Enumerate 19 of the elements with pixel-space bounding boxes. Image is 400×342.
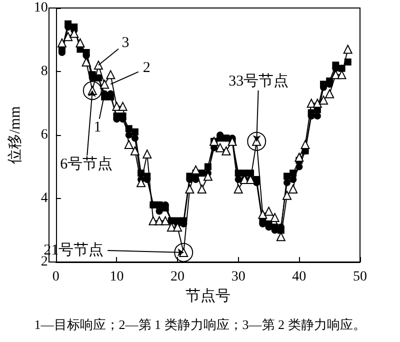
annotation: 6号节点 [60, 156, 113, 173]
y-tick-label: 4 [40, 191, 48, 206]
x-axis-title: 节点号 [185, 287, 230, 304]
x-tick-label: 40 [292, 270, 306, 284]
annotation: 33号节点 [228, 72, 289, 90]
x-tick-label: 50 [353, 270, 367, 284]
y-tick-label: 10 [34, 0, 48, 16]
y-axis-title: 位移/mm [6, 106, 24, 164]
y-tick-label: 8 [40, 64, 48, 79]
annotation: 1 [94, 120, 102, 136]
y-tick-label: 6 [40, 128, 48, 142]
x-tick-label: 10 [110, 270, 124, 284]
x-tick-label: 20 [170, 270, 185, 284]
text: 1—目标响应；2—第 1 类静力响应；3—第 2 类静力响应。 [34, 317, 366, 332]
x-tick-label: 30 [231, 270, 246, 284]
annotation: 2 [142, 60, 150, 76]
y-tick-label: 2 [40, 254, 48, 270]
annotation: 3 [122, 35, 130, 52]
x-tick-label: 0 [52, 270, 60, 284]
